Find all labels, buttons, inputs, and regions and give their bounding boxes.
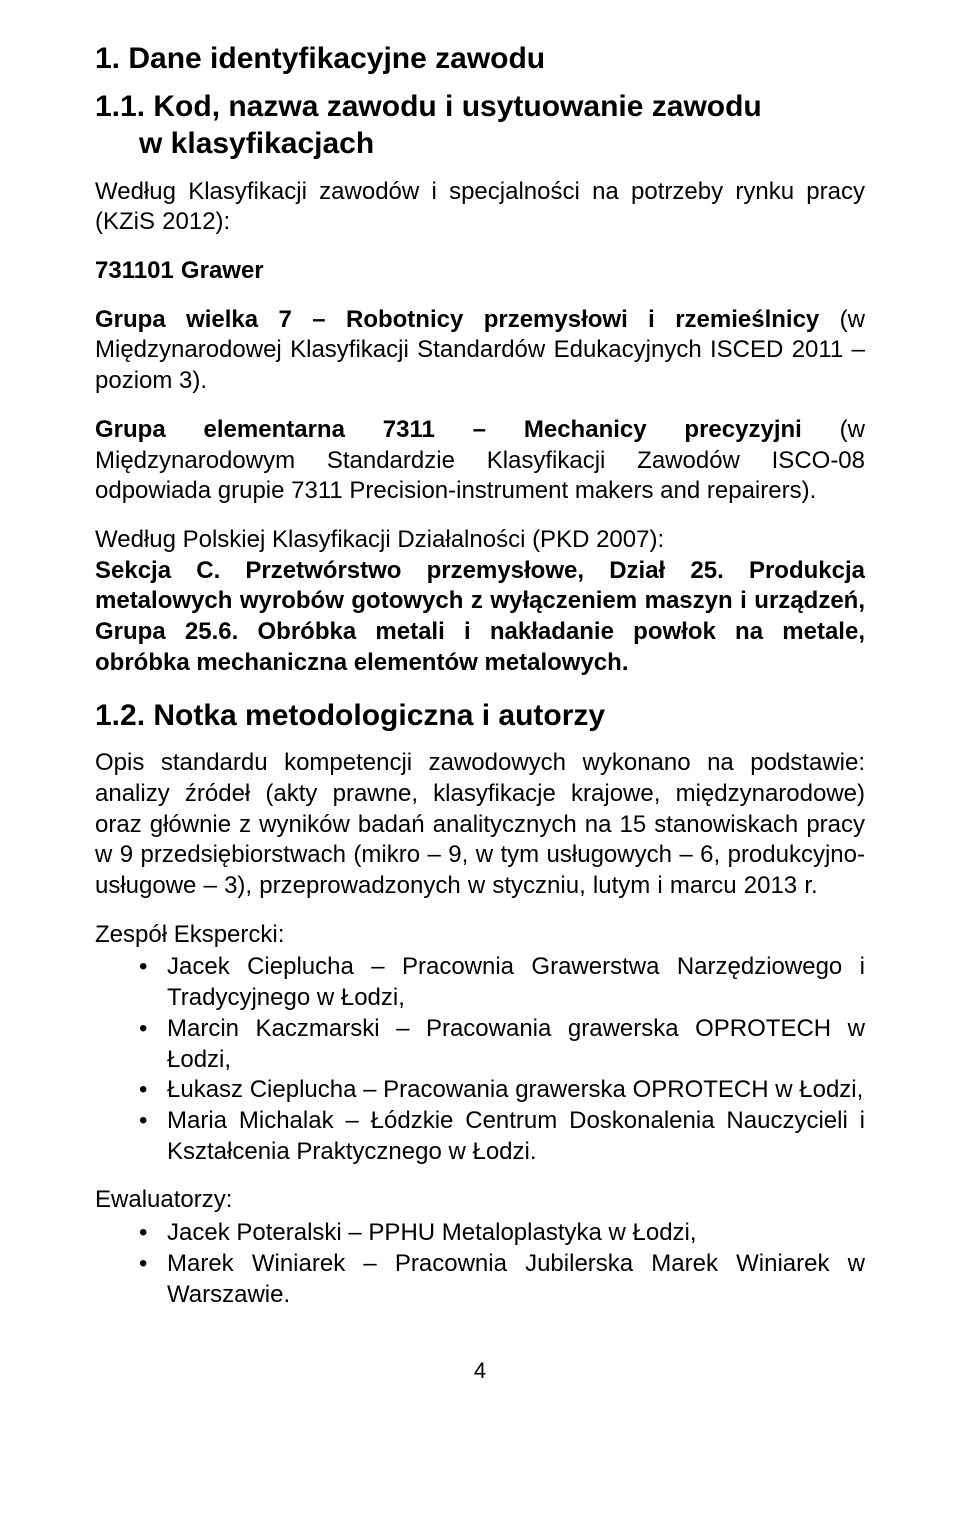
subsection-1-2-heading: 1.2. Notka metodologiczna i autorzy [95, 697, 865, 735]
list-item: Maria Michalak – Łódzkie Centrum Doskona… [95, 1106, 865, 1167]
list-item: Łukasz Cieplucha – Pracowania grawerska … [95, 1075, 865, 1106]
experts-label: Zespół Ekspercki: [95, 920, 865, 951]
page-number: 4 [95, 1358, 865, 1384]
paragraph-methodology: Opis standardu kompetencji zawodowych wy… [95, 748, 865, 902]
group-7311-lead: Grupa elementarna 7311 – Mechanicy precy… [95, 416, 802, 443]
list-item: Marcin Kaczmarski – Pracowania grawerska… [95, 1014, 865, 1075]
pkd-intro: Według Polskiej Klasyfikacji Działalnośc… [95, 526, 664, 553]
list-item: Jacek Poteralski – PPHU Metaloplastyka w… [95, 1218, 865, 1249]
section-1-heading: 1. Dane identyfikacyjne zawodu [95, 40, 865, 78]
list-item: Marek Winiarek – Pracownia Jubilerska Ma… [95, 1249, 865, 1310]
paragraph-group-7: Grupa wielka 7 – Robotnicy przemysłowi i… [95, 305, 865, 397]
list-item: Jacek Cieplucha – Pracownia Grawerstwa N… [95, 952, 865, 1013]
group-7-lead: Grupa wielka 7 – Robotnicy przemysłowi i… [95, 306, 819, 333]
document-page: 1. Dane identyfikacyjne zawodu 1.1. Kod,… [0, 0, 960, 1515]
evaluators-list: Jacek Poteralski – PPHU Metaloplastyka w… [95, 1218, 865, 1310]
evaluators-label: Ewaluatorzy: [95, 1185, 865, 1216]
paragraph-pkd: Według Polskiej Klasyfikacji Działalnośc… [95, 525, 865, 679]
occupation-code-line: 731101 Grawer [95, 256, 865, 287]
experts-list: Jacek Cieplucha – Pracownia Grawerstwa N… [95, 952, 865, 1167]
subsection-1-1-line1: 1.1. Kod, nazwa zawodu i usytuowanie zaw… [95, 90, 762, 123]
paragraph-group-7311: Grupa elementarna 7311 – Mechanicy precy… [95, 415, 865, 507]
paragraph-classification-intro: Według Klasyfikacji zawodów i specjalnoś… [95, 177, 865, 238]
subsection-1-1-heading: 1.1. Kod, nazwa zawodu i usytuowanie zaw… [95, 88, 865, 163]
pkd-body: Sekcja C. Przetwórstwo przemysłowe, Dzia… [95, 557, 865, 676]
subsection-1-1-line2: w klasyfikacjach [95, 127, 374, 160]
